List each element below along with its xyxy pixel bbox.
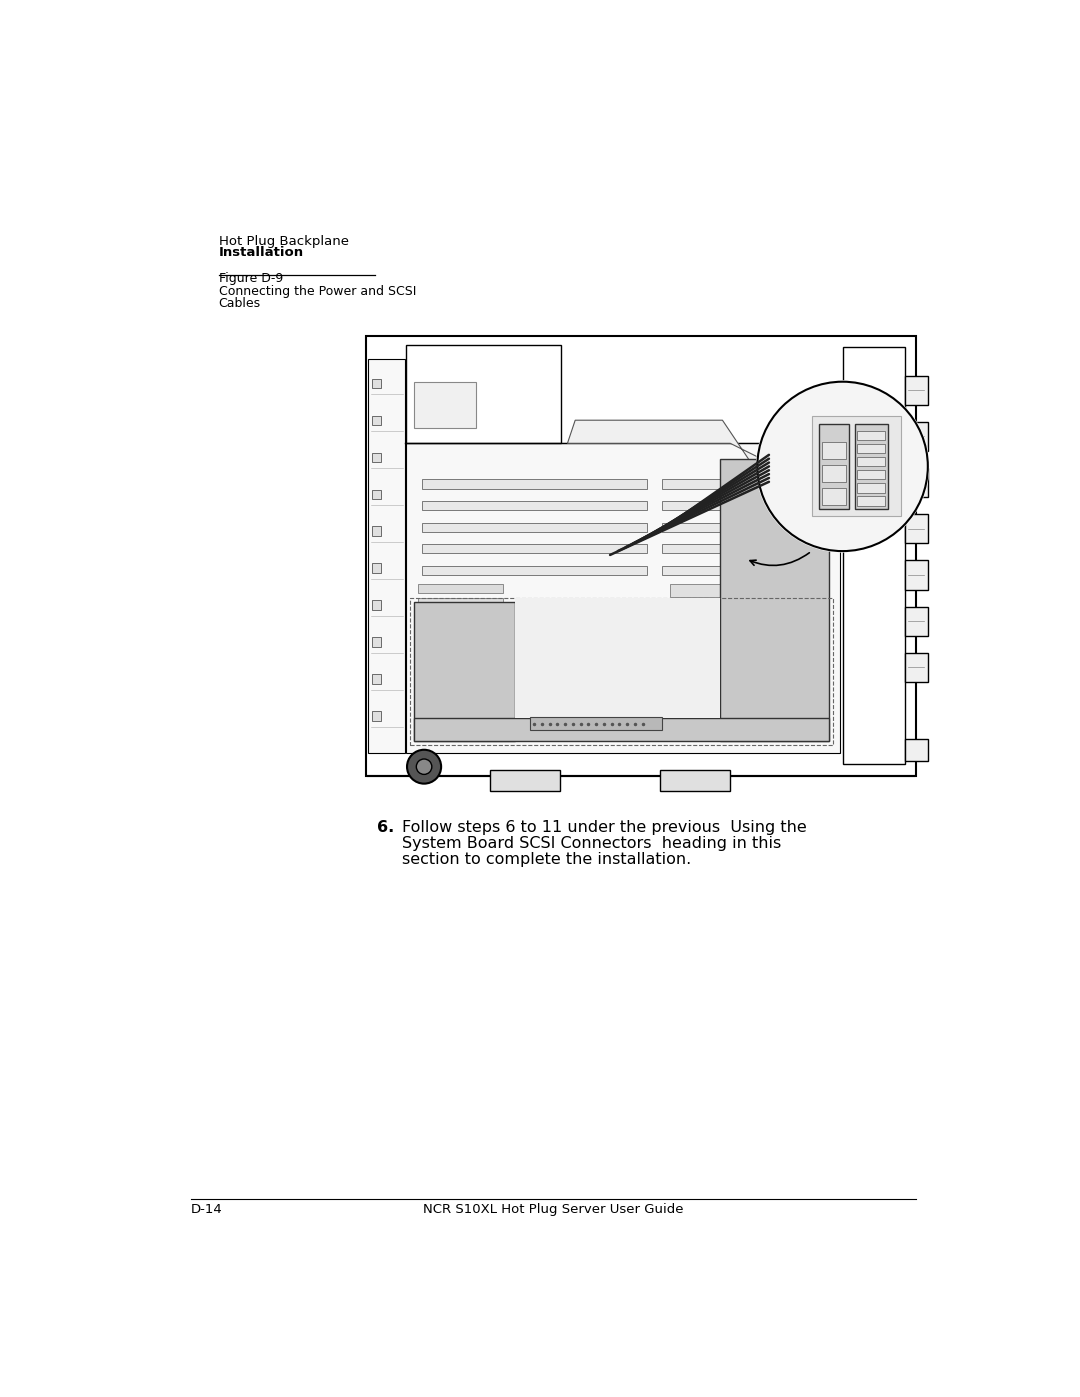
Bar	[530, 718, 662, 729]
Bar	[422, 566, 647, 576]
Bar	[905, 606, 928, 636]
Bar	[373, 379, 381, 388]
Circle shape	[416, 759, 432, 774]
Bar	[373, 527, 381, 535]
Bar	[422, 479, 647, 489]
Bar	[410, 598, 833, 745]
Bar	[670, 601, 732, 613]
Bar	[406, 345, 562, 443]
Bar	[515, 598, 720, 718]
Bar	[720, 458, 828, 742]
Bar	[422, 502, 647, 510]
Bar	[373, 711, 381, 721]
Bar	[414, 718, 828, 742]
Text: System Board SCSI Connectors  heading in this: System Board SCSI Connectors heading in …	[403, 835, 782, 851]
Bar	[822, 441, 847, 458]
Bar	[414, 381, 476, 427]
Bar	[418, 598, 503, 608]
Bar	[373, 675, 381, 683]
Text: D-14: D-14	[191, 1203, 222, 1217]
Bar	[811, 416, 901, 517]
Text: NCR S10XL Hot Plug Server User Guide: NCR S10XL Hot Plug Server User Guide	[423, 1203, 684, 1217]
Bar	[842, 346, 905, 764]
Circle shape	[757, 381, 928, 550]
Bar	[905, 422, 928, 451]
Bar	[418, 584, 503, 594]
Bar	[366, 335, 916, 775]
Bar	[858, 471, 886, 479]
Text: Figure D-9: Figure D-9	[218, 271, 283, 285]
Bar	[905, 739, 928, 760]
Bar	[418, 612, 503, 622]
Bar	[662, 545, 740, 553]
Bar	[490, 770, 559, 791]
Bar	[373, 415, 381, 425]
Text: Connecting the Power and SCSI: Connecting the Power and SCSI	[218, 285, 416, 298]
Bar	[373, 563, 381, 573]
Bar	[373, 601, 381, 609]
Bar	[662, 502, 740, 510]
Bar	[858, 483, 886, 493]
Bar	[858, 457, 886, 467]
Bar	[670, 584, 732, 597]
Bar	[855, 425, 888, 509]
Bar	[422, 545, 647, 553]
Polygon shape	[567, 420, 777, 467]
Bar	[822, 488, 847, 504]
Text: Cables: Cables	[218, 298, 261, 310]
Bar	[905, 652, 928, 682]
Text: 6.: 6.	[377, 820, 394, 835]
Bar	[414, 602, 515, 742]
Text: Hot Plug Backplane: Hot Plug Backplane	[218, 235, 349, 247]
Bar	[905, 376, 928, 405]
Text: Installation: Installation	[218, 246, 303, 260]
Bar	[662, 479, 740, 489]
Text: section to complete the installation.: section to complete the installation.	[403, 852, 691, 868]
Bar	[905, 514, 928, 543]
Bar	[661, 770, 730, 791]
Bar	[905, 468, 928, 497]
Bar	[662, 522, 740, 532]
Bar	[822, 465, 847, 482]
Bar	[858, 496, 886, 506]
Bar	[422, 522, 647, 532]
Text: Follow steps 6 to 11 under the previous  Using the: Follow steps 6 to 11 under the previous …	[403, 820, 807, 835]
Bar	[368, 359, 405, 753]
Bar	[858, 444, 886, 453]
Bar	[373, 453, 381, 462]
Circle shape	[756, 380, 930, 553]
Bar	[858, 432, 886, 440]
Bar	[905, 560, 928, 590]
Bar	[373, 489, 381, 499]
Bar	[406, 443, 840, 753]
Circle shape	[407, 750, 441, 784]
Bar	[662, 566, 740, 576]
Bar	[373, 637, 381, 647]
Bar	[820, 425, 849, 509]
